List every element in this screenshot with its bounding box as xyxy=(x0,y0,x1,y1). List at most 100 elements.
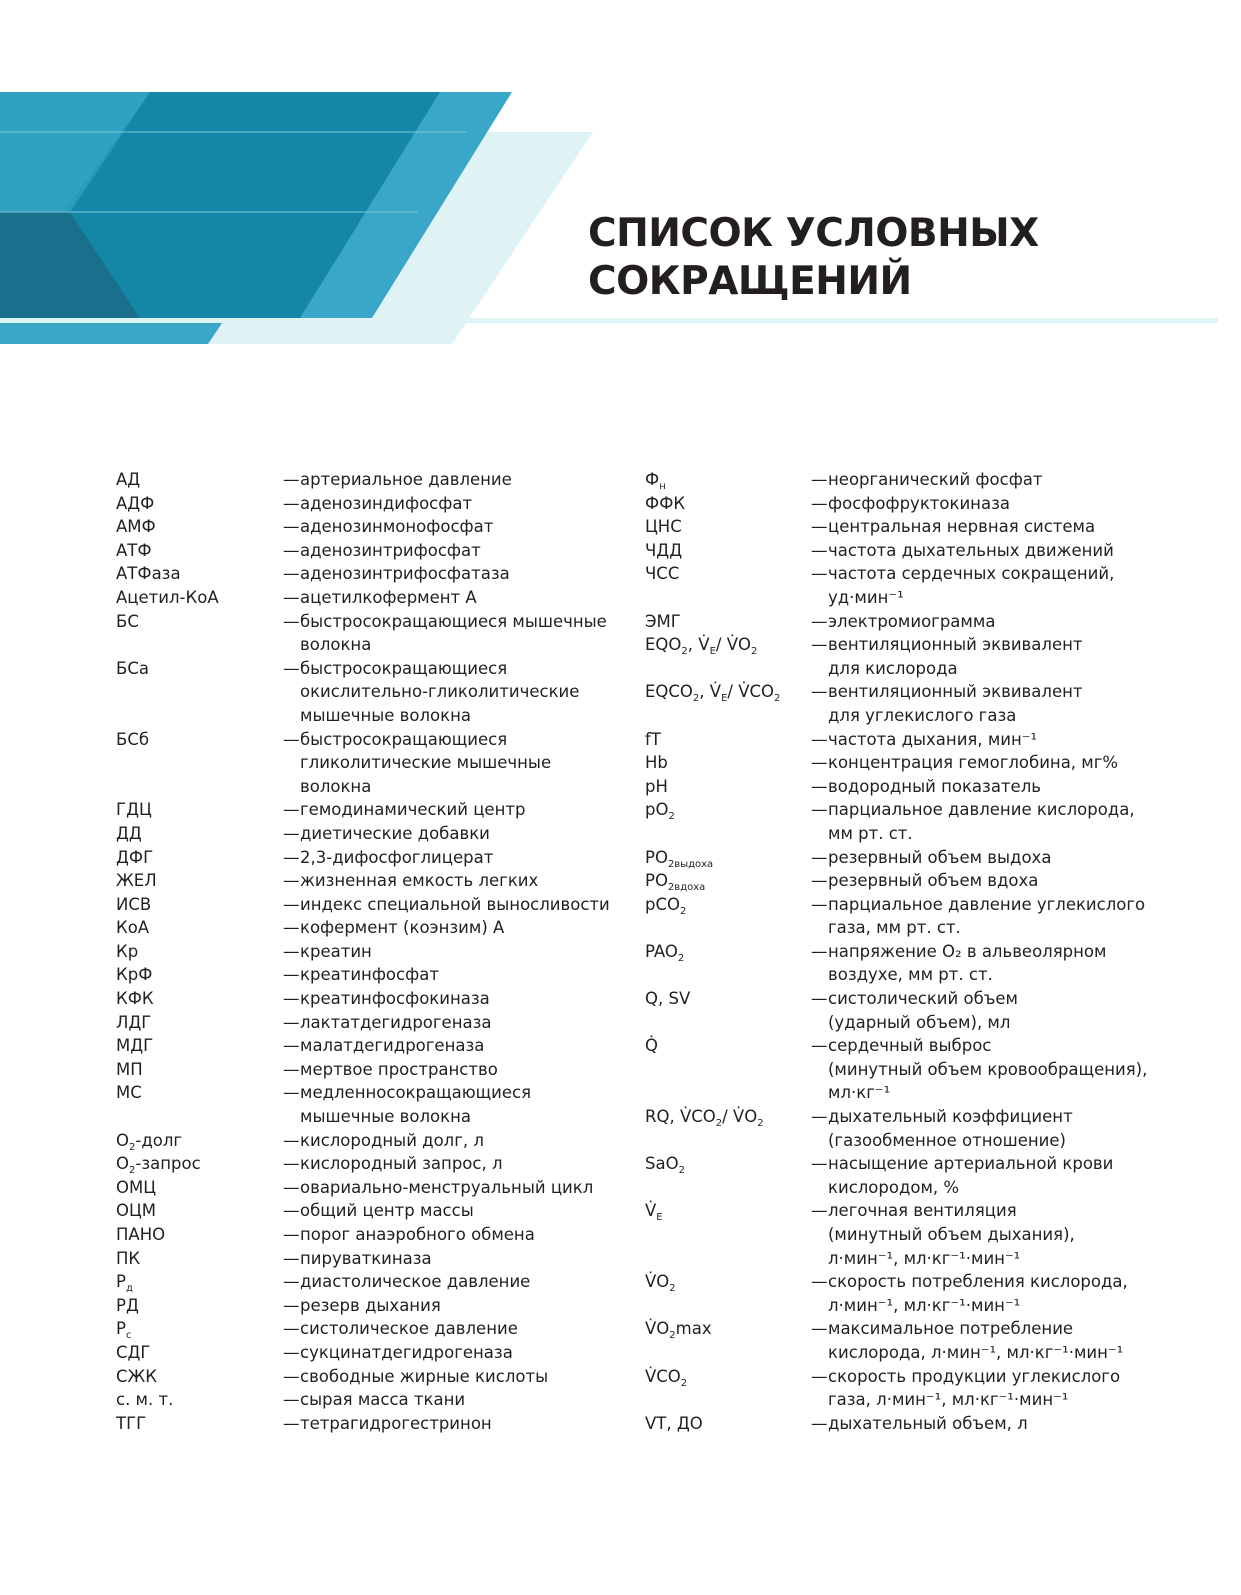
definition-line: фосфофруктокиназа xyxy=(828,493,1010,513)
abbreviation-definition: парциальное давление углекислого газа, мм… xyxy=(828,893,1205,940)
abbreviation-definition: гемодинамический центр xyxy=(300,798,616,822)
abbreviation-entry: АДФ — аденозиндифосфат xyxy=(116,492,616,516)
abbreviation-definition: тетрагидрогестринон xyxy=(300,1412,616,1436)
definition-line: креатин xyxy=(300,941,372,961)
banner-left-shape xyxy=(0,92,150,212)
abbreviation-term: КрФ xyxy=(116,963,283,987)
abbreviation-entry: V̇CO2— скорость продукции углекислого газа… xyxy=(645,1365,1205,1412)
abbreviation-entry: АТФаза — аденозинтрифосфатаза xyxy=(116,562,616,586)
abbreviation-definition: концентрация гемоглобина, мг% xyxy=(828,751,1205,775)
abbreviation-entry: PO2выдоха — резервный объем выдоха xyxy=(645,846,1205,870)
term-text: ЧДД xyxy=(645,540,683,560)
term-text: -долг xyxy=(135,1130,183,1150)
abbreviation-term: VT, ДО xyxy=(645,1412,811,1436)
abbreviation-definition: сердечный выброс (минутный объем кровообр… xyxy=(828,1034,1205,1105)
abbreviation-entry: Ацетил-КоА — ацетилкофермент А xyxy=(116,586,616,610)
abbreviation-definition: 2,3-дифосфоглицерат xyxy=(300,846,616,870)
dash-separator: — xyxy=(283,1272,300,1292)
definition-line: гликолитические мышечные xyxy=(300,753,552,773)
definition-line: гемодинамический центр xyxy=(300,800,526,820)
definition-line: частота сердечных сокращений, xyxy=(828,564,1115,584)
abbreviation-entry: ОЦМ — общий центр массы xyxy=(116,1199,616,1223)
dash-separator: — xyxy=(283,965,300,985)
abbreviation-entry: ДФГ —2,3-дифосфоглицерат xyxy=(116,846,616,870)
definition-line: мертвое пространство xyxy=(300,1059,498,1079)
abbreviation-term: МС xyxy=(116,1081,283,1128)
abbreviation-entry: РД — резерв дыхания xyxy=(116,1294,616,1318)
abbreviation-entry: СЖК — свободные жирные кислоты xyxy=(116,1365,616,1389)
abbreviation-definition: парциальное давление кислорода, мм рт. ст… xyxy=(828,798,1205,845)
abbreviation-term: Рд xyxy=(116,1270,283,1294)
term-text: БСа xyxy=(116,658,149,678)
term-text: PO xyxy=(645,847,668,867)
term-text: fT xyxy=(645,729,661,749)
dash-separator: — xyxy=(811,989,828,1009)
term-subscript: E xyxy=(709,646,716,658)
abbreviation-definition: частота сердечных сокращений, уд·мин⁻¹ xyxy=(828,562,1205,609)
term-text: О xyxy=(116,1130,129,1150)
abbreviation-entry: Рд — диастолическое давление xyxy=(116,1270,616,1294)
abbreviation-entry: EQO2, V̇E/ V̇O2— вентиляционный эквивален… xyxy=(645,633,1205,680)
dash-separator: — xyxy=(811,1107,828,1127)
definition-line: пируваткиназа xyxy=(300,1248,432,1268)
term-text: КФК xyxy=(116,989,154,1009)
term-text: ЭМГ xyxy=(645,611,681,631)
abbreviation-entry: V̇O2max — максимальное потребление кислород… xyxy=(645,1317,1205,1364)
definition-line: резерв дыхания xyxy=(300,1295,441,1315)
definition-line: мл·кг⁻¹ xyxy=(828,1083,891,1103)
term-text: ТГГ xyxy=(116,1413,147,1433)
definition-line: центральная нервная система xyxy=(828,517,1096,537)
definition-line: газа, л·мин⁻¹, мл·кг⁻¹·мин⁻¹ xyxy=(828,1390,1069,1410)
definition-line: газа, мм рт. ст. xyxy=(828,918,961,938)
abbreviation-entry: О2-запрос — кислородный запрос, л xyxy=(116,1152,616,1176)
definition-line: волокна xyxy=(300,776,372,796)
abbreviation-entry: ИСВ — индекс специальной выносливости xyxy=(116,893,616,917)
term-text: ИСВ xyxy=(116,894,152,914)
term-text: RQ, V̇CO xyxy=(645,1107,716,1127)
abbreviation-term: EQCO2, V̇E/ V̇CO2 xyxy=(645,680,811,727)
definition-line: аденозинмонофосфат xyxy=(300,517,494,537)
abbreviation-entry: ЭМГ — электромиограмма xyxy=(645,610,1205,634)
definition-line: свободные жирные кислоты xyxy=(300,1366,549,1386)
abbreviation-term: pO2 xyxy=(645,798,811,845)
term-text: Q, SV xyxy=(645,989,691,1009)
term-text: АТФ xyxy=(116,540,152,560)
definition-line: тетрагидрогестринон xyxy=(300,1413,492,1433)
dash-separator: — xyxy=(811,753,828,773)
abbreviation-term: V̇E xyxy=(645,1199,811,1270)
abbreviation-term: ЖЕЛ xyxy=(116,869,283,893)
abbreviation-term: RQ, V̇CO2/ V̇O2 xyxy=(645,1105,811,1152)
definition-line: скорость продукции углекислого xyxy=(828,1366,1121,1386)
definition-line: (минутный объем кровообращения), xyxy=(828,1059,1148,1079)
dash-separator: — xyxy=(811,682,828,702)
definition-line: окислительно-гликолитические xyxy=(300,682,580,702)
dash-separator: — xyxy=(283,470,300,489)
abbreviation-term: ПАНО xyxy=(116,1223,283,1247)
abbreviation-definition: креатинфосфокиназа xyxy=(300,987,616,1011)
dash-separator: — xyxy=(283,1319,300,1339)
term-text: ЖЕЛ xyxy=(116,871,157,891)
abbreviation-definition: скорость потребления кислорода, л·мин⁻¹, … xyxy=(828,1270,1205,1317)
definition-line: кофермент (коэнзим) А xyxy=(300,918,505,938)
definition-line: быстросокращающиеся xyxy=(300,658,508,678)
abbreviation-entry: АМФ — аденозинмонофосфат xyxy=(116,515,616,539)
abbreviation-term: ОЦМ xyxy=(116,1199,283,1223)
definition-line: сукцинатдегидрогеназа xyxy=(300,1342,513,1362)
abbreviation-entry: КФК — креатинфосфокиназа xyxy=(116,987,616,1011)
definition-line: кислорода, л·мин⁻¹, мл·кг⁻¹·мин⁻¹ xyxy=(828,1342,1124,1362)
definition-line: волокна xyxy=(300,635,372,655)
definition-line: мм рт. ст. xyxy=(828,823,913,843)
abbreviation-entry: ПК — пируваткиназа xyxy=(116,1247,616,1271)
abbreviation-term: ТГГ xyxy=(116,1412,283,1436)
definition-line: л·мин⁻¹, мл·кг⁻¹·мин⁻¹ xyxy=(828,1295,1021,1315)
definition-line: быстросокращающиеся xyxy=(300,729,508,749)
abbreviation-definition: свободные жирные кислоты xyxy=(300,1365,616,1389)
definition-line: (газообменное отношение) xyxy=(828,1130,1066,1150)
abbreviation-definition: порог анаэробного обмена xyxy=(300,1223,616,1247)
dash-separator: — xyxy=(811,564,828,584)
term-text: V̇ xyxy=(645,1201,657,1221)
term-text: , V̇ xyxy=(687,635,710,655)
abbreviation-entry: МП — мертвое пространство xyxy=(116,1058,616,1082)
dash-separator: — xyxy=(811,517,828,537)
dash-separator: — xyxy=(283,517,300,537)
